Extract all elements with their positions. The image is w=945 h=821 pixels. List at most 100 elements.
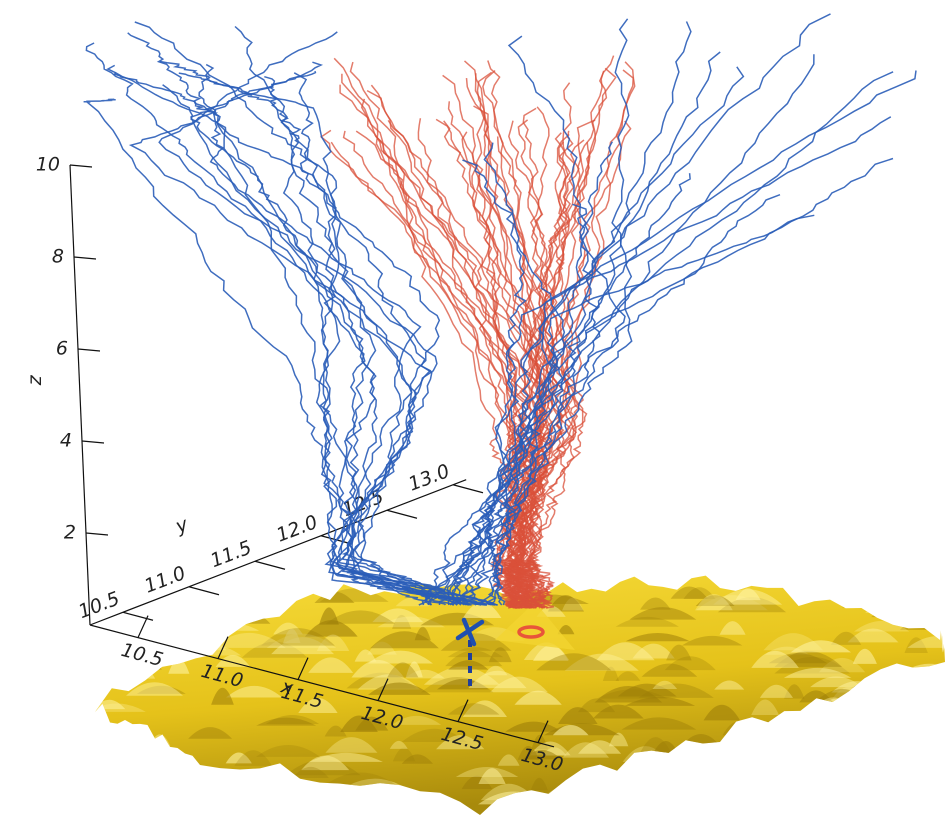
surface-ridge [894, 664, 945, 679]
y-tick [453, 485, 483, 493]
surface-ridge [700, 812, 756, 820]
surface-ridge [576, 792, 610, 803]
surface-ridge [782, 720, 834, 728]
surface-ridge [852, 703, 911, 711]
surface-ridge [865, 598, 933, 612]
surface-ridge [812, 697, 854, 711]
surface-ridge [681, 783, 711, 799]
surface-ridge [807, 699, 867, 712]
surface-ridge [125, 750, 171, 761]
z-tick-label: 8 [52, 246, 64, 268]
surface-ridge [320, 588, 389, 602]
y-tick-label: 10.5 [75, 588, 122, 624]
blue-trajectory [191, 71, 494, 605]
surface-ridge [168, 659, 189, 674]
surface-ridge [852, 796, 911, 814]
y-tick [387, 510, 417, 518]
surface-ridge [633, 786, 671, 799]
surface-ridge [805, 751, 828, 765]
z-tick [78, 349, 100, 351]
blue-trajectory [199, 65, 486, 605]
y-tick [189, 587, 219, 595]
surface-ridge [85, 728, 158, 742]
x-tick-label: 10.5 [119, 639, 166, 671]
surface-ridge [787, 792, 821, 805]
surface-ridge [887, 733, 945, 741]
page: 24681010.511.011.512.012.513.010.511.011… [0, 0, 945, 821]
surface-ridge [725, 737, 774, 754]
surface-ridge [618, 778, 654, 788]
surface-ridge [185, 775, 254, 787]
z-tick [82, 441, 104, 443]
surface-ridge [707, 802, 755, 816]
z-axis [70, 165, 90, 625]
y-tick-label: 11.5 [207, 537, 254, 573]
surface-ridge [825, 758, 871, 772]
surface-ridge [857, 701, 903, 711]
surface-ridge [831, 725, 894, 736]
surface-ridge [122, 624, 171, 639]
y-tick [255, 561, 285, 569]
surface-ridge [217, 799, 244, 809]
surface-ridge [127, 754, 144, 763]
surface-ridge [134, 622, 152, 637]
surface-ridge [911, 797, 945, 806]
blue-trajectory [86, 43, 468, 605]
z-axis-title: z [26, 374, 48, 386]
surface-ridge [609, 785, 676, 794]
surface-ridge [151, 601, 186, 611]
surface-ridge [204, 607, 264, 618]
surface-ridge [254, 792, 317, 801]
surface-ridge [328, 790, 360, 805]
surface-ridge [842, 598, 860, 608]
z-tick [86, 533, 108, 535]
surface-ridge [181, 770, 247, 780]
surface-ridge [834, 735, 869, 753]
surface-ridge [928, 747, 945, 764]
surface-ridge [747, 787, 788, 799]
surface-ridge [234, 613, 270, 623]
surface-ridge [773, 752, 812, 769]
surface-ridge [184, 793, 239, 802]
y-tick-label: 13.0 [405, 460, 452, 496]
blue-trajectory [179, 73, 464, 605]
surface-ridge [311, 790, 342, 799]
z-tick-label: 10 [36, 154, 60, 176]
z-tick [70, 165, 92, 167]
surface-ridge [730, 721, 804, 731]
visualization: 24681010.511.011.512.012.513.010.511.011… [0, 0, 945, 821]
surface-ridge [900, 618, 944, 630]
z-tick-label: 2 [64, 522, 76, 544]
surface-ridge [89, 757, 132, 770]
surface-ridge [842, 750, 911, 766]
surface-ridge [735, 736, 764, 748]
surface-ridge [575, 773, 647, 781]
surface-ridge [173, 633, 226, 650]
surface-ridge [85, 763, 129, 779]
surface-ridge [82, 729, 156, 744]
y-tick-label: 11.0 [141, 562, 188, 598]
surface-ridge [199, 594, 219, 608]
y-axis-title: y [172, 513, 192, 538]
trajectories [84, 14, 916, 608]
surface [82, 576, 945, 820]
surface-ridge [754, 780, 777, 789]
surface-ridge [637, 796, 685, 807]
surface-ridge [860, 810, 878, 819]
surface-ridge [147, 797, 177, 809]
surface-ridge [151, 635, 202, 647]
surface-ridge [158, 786, 183, 801]
surface-ridge [320, 795, 387, 804]
surface-ridge [138, 771, 192, 784]
surface-ridge [842, 756, 890, 767]
surface-ridge [685, 753, 705, 769]
surface-ridge [646, 806, 704, 814]
surface-ridge [728, 803, 744, 813]
surface-ridge [888, 719, 906, 727]
surface-ridge [769, 745, 798, 761]
surface-ridge [705, 795, 770, 811]
surface-ridge [859, 723, 920, 736]
blue-trajectory [160, 62, 481, 606]
surface-ridge [814, 745, 840, 757]
surface-ridge [295, 790, 370, 807]
